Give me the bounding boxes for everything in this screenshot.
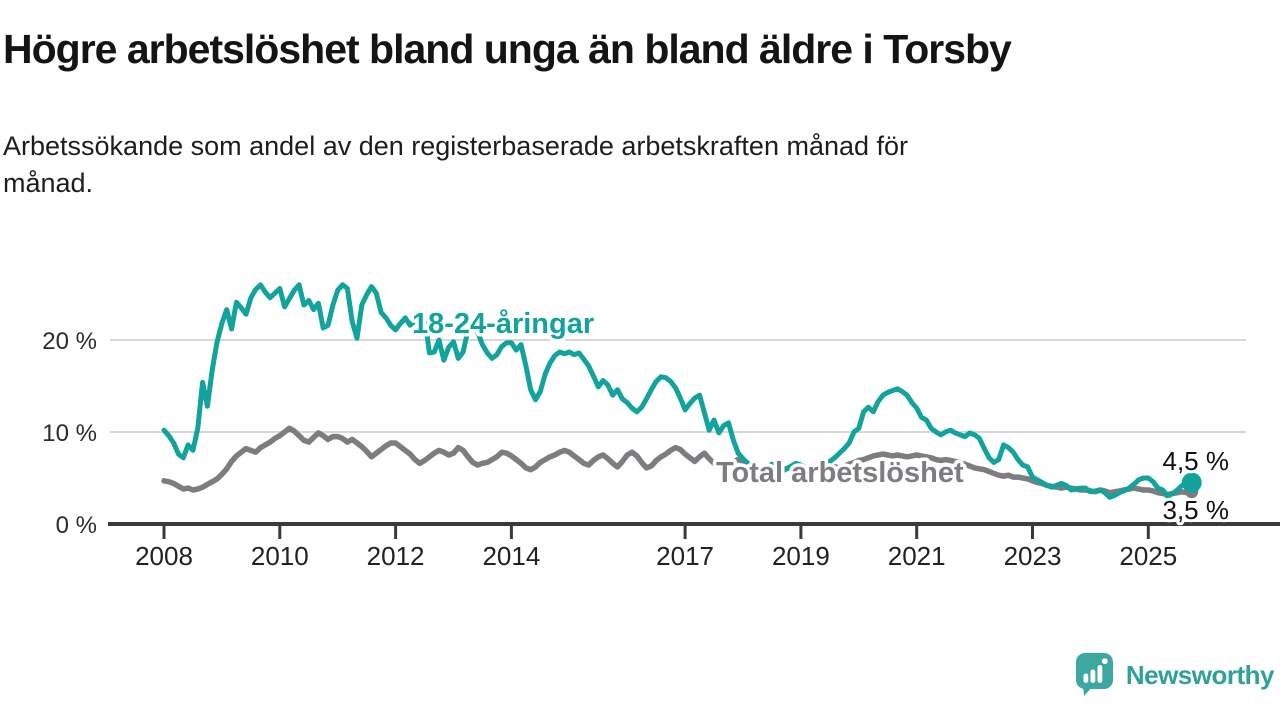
series-end-dots (1181, 472, 1202, 499)
series-lines (161, 282, 1195, 500)
x-tick-label: 2012 (367, 541, 425, 571)
x-tick-label: 2025 (1119, 541, 1177, 571)
x-tick-label: 2021 (888, 541, 946, 571)
y-axis-tick-labels: 0 % 10 % 20 % (42, 328, 97, 539)
series-line-total (161, 425, 1195, 498)
newsworthy-logo-icon (1075, 653, 1113, 696)
x-tick-label: 2010 (251, 541, 309, 571)
newsworthy-logo-text: Newsworthy (1125, 659, 1275, 690)
chart-subtitle: Arbetssökande som andel av den registerb… (3, 128, 1223, 203)
chart-title: Högre arbetslöshet bland unga än bland ä… (3, 26, 1012, 72)
x-axis (108, 522, 1280, 539)
end-dot-youth (1181, 472, 1202, 493)
series-label-youth: 18-24-åringar (412, 308, 594, 340)
x-tick-label: 2023 (1004, 541, 1062, 571)
y-tick-label: 0 % (56, 512, 97, 539)
y-tick-label: 20 % (42, 328, 97, 355)
gridlines (110, 339, 1246, 433)
series-line-youth (161, 282, 1195, 500)
end-value-label-youth: 4,5 % (1163, 446, 1230, 476)
end-value-label-total: 3,5 % (1163, 495, 1230, 525)
x-tick-label: 2017 (656, 541, 714, 571)
chart-subtitle-line-2: månad. (3, 168, 94, 199)
series-label-total: Total arbetslöshet (716, 457, 964, 489)
x-tick-label: 2014 (482, 541, 540, 571)
x-tick-label: 2019 (772, 541, 830, 571)
x-tick-label: 2008 (135, 541, 193, 571)
chart-subtitle-line-1: Arbetssökande som andel av den registerb… (3, 131, 909, 161)
y-tick-label: 10 % (42, 420, 97, 447)
x-axis-tick-labels: 2008 2010 2012 2014 2017 2019 2021 2023 2025 (135, 541, 1177, 571)
newsworthy-logo: Newsworthy (1075, 652, 1275, 698)
